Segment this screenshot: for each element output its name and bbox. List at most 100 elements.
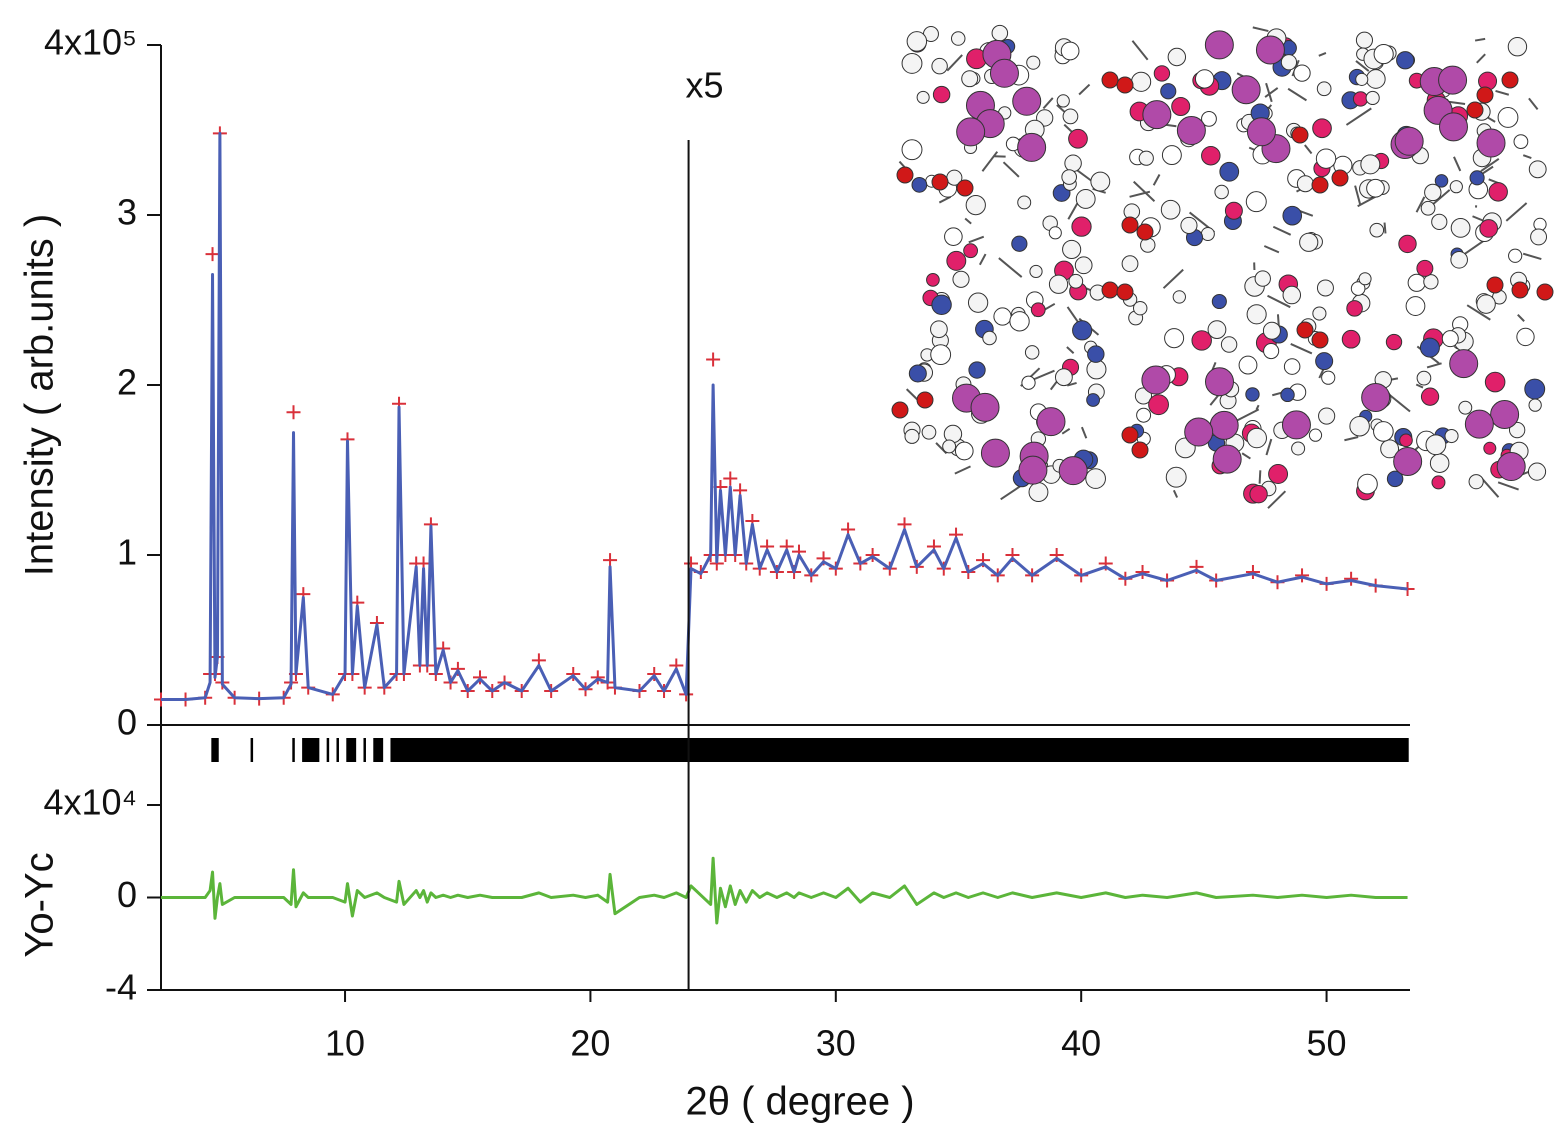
reflection-tick — [1031, 738, 1038, 762]
atom — [917, 91, 929, 103]
bond — [1079, 85, 1089, 95]
reflection-tick — [403, 738, 411, 762]
reflection-tick — [1092, 738, 1099, 762]
reflection-tick — [1154, 738, 1161, 762]
reflection-tick — [1301, 738, 1308, 762]
atom — [1366, 70, 1385, 89]
reflection-tick — [1387, 738, 1394, 762]
reflection-tick — [1325, 738, 1332, 762]
atom — [945, 228, 963, 246]
observed-marker — [603, 553, 617, 567]
reflection-tick — [587, 738, 595, 762]
reflection-tick — [633, 738, 639, 762]
atom — [1255, 271, 1270, 286]
reflection-tick — [1019, 738, 1026, 762]
reflection-tick — [577, 738, 583, 762]
metal-atom — [1450, 350, 1478, 378]
atom — [1264, 343, 1279, 358]
reflection-tick — [1252, 738, 1259, 762]
reflection-tick — [1350, 738, 1357, 762]
atom — [1162, 146, 1181, 165]
bond — [1273, 227, 1290, 235]
reflection-tick — [1160, 738, 1167, 762]
observed-marker — [206, 247, 220, 261]
reflection-tick — [425, 738, 431, 762]
reflection-tick — [336, 738, 339, 762]
reflection-tick — [939, 738, 946, 762]
reflection-tick — [1344, 738, 1351, 762]
water-atom — [1292, 127, 1308, 143]
reflection-tick — [1190, 738, 1197, 762]
bond — [1523, 254, 1541, 259]
reflection-tick — [390, 738, 398, 762]
atom — [1417, 371, 1431, 385]
atom — [1031, 303, 1045, 317]
atom — [1417, 260, 1433, 276]
reflection-tick — [609, 738, 615, 762]
atom — [1168, 48, 1185, 65]
water-atom — [1502, 72, 1518, 88]
bond — [1319, 53, 1326, 56]
bond — [982, 152, 997, 172]
reflection-tick — [1270, 738, 1277, 762]
water-atom — [892, 402, 908, 418]
water-atom — [1122, 217, 1138, 233]
reflection-tick — [1129, 738, 1136, 762]
reflection-tick — [694, 738, 701, 762]
reflection-tick — [920, 738, 927, 762]
metal-atom — [1497, 453, 1525, 481]
bond — [1043, 98, 1052, 108]
observed-marker — [1344, 572, 1358, 586]
bond — [1518, 315, 1524, 322]
reflection-tick — [804, 738, 811, 762]
atom — [1408, 274, 1425, 291]
reflection-tick — [420, 738, 426, 762]
reflection-tick — [528, 738, 534, 762]
atom — [1057, 95, 1069, 107]
y-tick-label: 3 — [117, 192, 137, 233]
atom — [1250, 485, 1267, 502]
atom — [966, 195, 985, 214]
atom — [1215, 185, 1228, 198]
reflection-tick — [1332, 738, 1339, 762]
reflection-tick — [706, 738, 713, 762]
reflection-tick — [624, 738, 630, 762]
reflection-tick — [1221, 738, 1228, 762]
reflection-tick — [678, 738, 684, 762]
atom — [1459, 401, 1472, 414]
atom — [1445, 429, 1458, 442]
atom — [1316, 353, 1333, 370]
reflection-tick — [1178, 738, 1185, 762]
atom — [1469, 475, 1483, 489]
atom — [1319, 408, 1335, 424]
reflection-tick — [506, 738, 512, 762]
atom — [1529, 399, 1541, 411]
bond — [1288, 89, 1306, 101]
bond — [1051, 381, 1057, 389]
reflection-tick — [1393, 738, 1400, 762]
reflection-tick — [1246, 738, 1253, 762]
reflection-tick — [853, 738, 860, 762]
atom — [1400, 434, 1413, 447]
reflection-tick — [457, 738, 463, 762]
atom — [1294, 65, 1310, 81]
observed-marker — [723, 472, 737, 486]
reflection-tick — [518, 738, 524, 762]
reflection-tick — [730, 738, 737, 762]
reflection-tick — [1399, 738, 1406, 762]
atom — [1281, 55, 1296, 70]
reflection-tick — [668, 738, 674, 762]
atom — [1435, 175, 1448, 188]
metal-atom — [1206, 368, 1234, 396]
reflection-tick — [736, 738, 743, 762]
reflection-tick — [565, 738, 573, 762]
reflection-tick — [474, 738, 480, 762]
reflection-tick — [1289, 738, 1296, 762]
bond — [1344, 437, 1358, 440]
reflection-tick — [1025, 738, 1032, 762]
atom — [1300, 233, 1318, 251]
bond — [1291, 344, 1312, 354]
reflection-tick — [908, 738, 915, 762]
reflection-tick — [1381, 738, 1388, 762]
reflection-tick — [1233, 738, 1240, 762]
